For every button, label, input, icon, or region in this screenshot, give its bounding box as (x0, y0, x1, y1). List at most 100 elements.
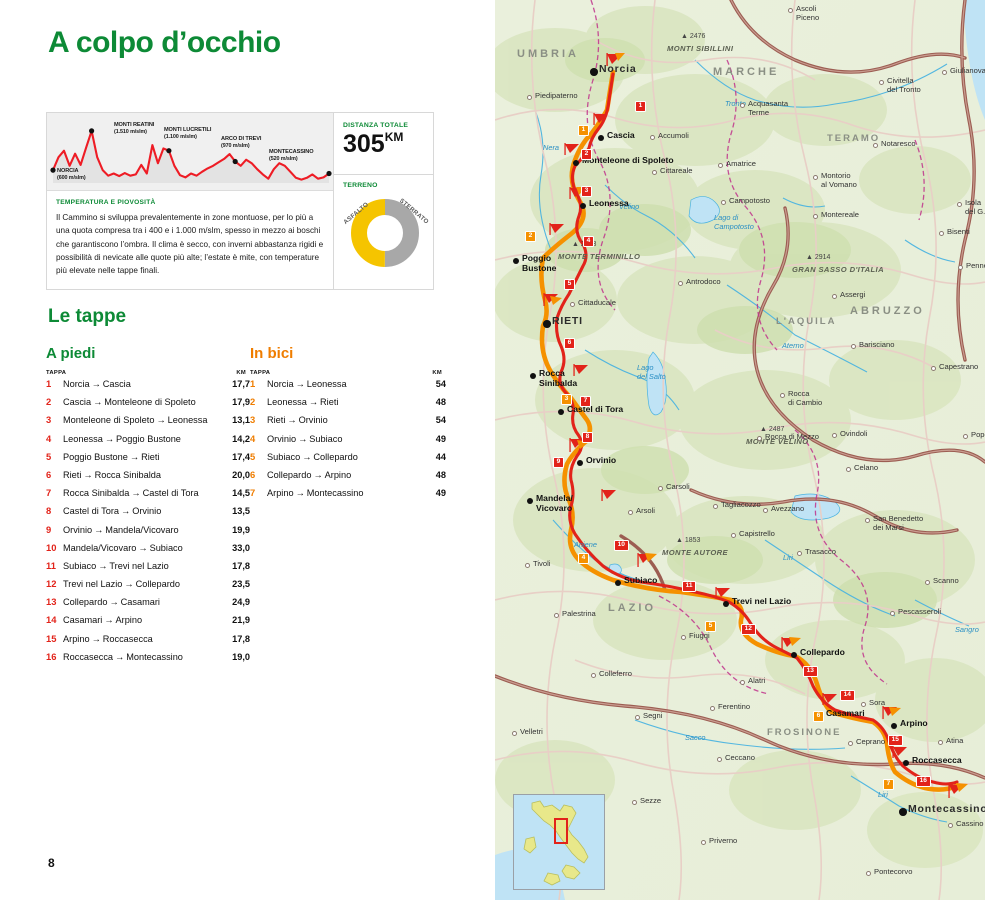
walking-route-line (554, 72, 959, 786)
table-row[interactable]: 1 Norcia → Cascia 17,7 (46, 379, 250, 397)
direction-flag-icon (945, 782, 969, 804)
table-row[interactable]: 13 Collepardo → Casamari 24,9 (46, 597, 250, 615)
arrow-icon: → (124, 579, 134, 590)
map-stage-badge-bici[interactable]: 7 (883, 779, 894, 790)
table-row[interactable]: 9 Orvinio → Mandela/Vicovaro 19,9 (46, 524, 250, 543)
map-stop-dot[interactable] (723, 601, 729, 607)
peak-label-arco-di-trevi: ARCO DI TREVI (970 m/slm) (221, 136, 261, 150)
map-stage-badge-piedi[interactable]: 2 (581, 149, 592, 160)
map-stage-badge-bici[interactable]: 3 (561, 394, 572, 405)
stage-number: 15 (46, 632, 57, 644)
map-stop-dot[interactable] (891, 723, 897, 729)
piedi-rows: 1 Norcia → Cascia 17,7 2 Cascia → Monteleone di … (46, 379, 250, 670)
map-stage-badge-piedi[interactable]: 5 (564, 279, 575, 290)
map-stop-dot[interactable] (615, 580, 621, 586)
map-stage-badge-piedi[interactable]: 3 (581, 186, 592, 197)
stage-number: 5 (46, 450, 52, 462)
stage-name: Cascia → Monteleone di Spoleto (63, 397, 196, 408)
map-stop-dot[interactable] (513, 258, 519, 264)
map-stage-badge-bici[interactable]: 2 (525, 231, 536, 242)
bici-subhead: TAPPA KM (250, 370, 446, 376)
map-stop-dot[interactable] (573, 160, 579, 166)
stage-name: Rocca Sinibalda → Castel di Tora (63, 488, 199, 499)
map-stop-dot[interactable] (590, 68, 598, 76)
table-row[interactable]: 4 Leonessa → Poggio Bustone 14,2 (46, 433, 250, 452)
map-stage-badge-piedi[interactable]: 10 (614, 540, 629, 551)
map-stop-dot[interactable] (598, 135, 604, 141)
table-row[interactable]: 2 Cascia → Monteleone di Spoleto 17,9 (46, 397, 250, 415)
table-row[interactable]: 6 Rieti → Rocca Sinibalda 20,0 (46, 470, 250, 488)
table-row[interactable]: 16 Roccasecca → Montecassino 19,0 (46, 651, 250, 670)
table-row[interactable]: 2 Leonessa → Rieti 48 (250, 397, 446, 415)
table-row[interactable]: 7 Rocca Sinibalda → Castel di Tora 14,5 (46, 488, 250, 506)
italy-inset-svg (514, 795, 604, 889)
stage-name: Arpino → Montecassino (267, 488, 364, 499)
map-stop-dot[interactable] (577, 460, 583, 466)
map-stop-dot[interactable] (580, 203, 586, 209)
map-stage-badge-piedi[interactable]: 7 (580, 396, 591, 407)
table-row[interactable]: 3 Rieti → Orvinio 54 (250, 415, 446, 433)
map-stop-dot[interactable] (527, 498, 533, 504)
map-town-dot (797, 551, 802, 556)
map-town-dot (635, 715, 640, 720)
table-row[interactable]: 3 Monteleone di Spoleto → Leonessa 13,1 (46, 415, 250, 433)
map-stop-dot[interactable] (558, 409, 564, 415)
map-stage-badge-piedi[interactable]: 8 (582, 432, 593, 443)
table-row[interactable]: 6 Collepardo → Arpino 48 (250, 470, 446, 488)
map-stage-badge-bici[interactable]: 6 (813, 711, 824, 722)
peak-label-norcia: NORCIA (600 m/slm) (57, 168, 86, 182)
table-row[interactable]: 15 Arpino → Roccasecca 17,8 (46, 632, 250, 652)
direction-flag-icon (890, 745, 910, 765)
stage-name: Roccasecca → Montecassino (63, 651, 183, 662)
piedi-subhead: TAPPA KM (46, 370, 250, 376)
map-stop-dot[interactable] (903, 760, 909, 766)
map-stage-badge-piedi[interactable]: 13 (803, 666, 818, 677)
map-stage-badge-piedi[interactable]: 12 (741, 624, 756, 635)
table-row[interactable]: 1 Norcia → Leonessa 54 (250, 379, 446, 397)
table-row[interactable]: 8 Castel di Tora → Orvinio 13,5 (46, 506, 250, 524)
stage-km: 19,0 (232, 651, 250, 662)
map-town-dot (925, 580, 930, 585)
map-panel[interactable]: UMBRIA MARCHE TERAMO ABRUZZO L'AQUILA LAZIO FR… (495, 0, 985, 900)
map-stage-badge-piedi[interactable]: 11 (682, 581, 697, 592)
stage-number: 6 (46, 468, 52, 480)
arrow-icon: → (313, 469, 323, 480)
peak-name: MONTECASSINO (269, 149, 314, 155)
stage-name: Norcia → Leonessa (267, 379, 347, 389)
stage-name: Monteleone di Spoleto → Leonessa (63, 415, 208, 426)
bici-rows: 1 Norcia → Leonessa 54 2 Leonessa → Rieti 48 3 Riet… (250, 379, 446, 506)
map-stage-badge-piedi[interactable]: 16 (916, 776, 931, 787)
table-row[interactable]: 7 Arpino → Montecassino 49 (250, 488, 446, 506)
bici-col-tappa: TAPPA (250, 370, 271, 376)
map-stage-badge-piedi[interactable]: 6 (564, 338, 575, 349)
map-stage-badge-bici[interactable]: 4 (578, 553, 589, 564)
table-row[interactable]: 12 Trevi nel Lazio → Collepardo 23,5 (46, 579, 250, 597)
map-stage-badge-bici[interactable]: 5 (705, 621, 716, 632)
map-stop-dot[interactable] (530, 373, 536, 379)
map-stop-dot[interactable] (899, 808, 907, 816)
map-stop-dot[interactable] (543, 320, 551, 328)
italy-inset-map (513, 794, 605, 890)
map-stage-badge-piedi[interactable]: 15 (888, 735, 903, 746)
elevation-profile-chart: NORCIA (600 m/slm) MONTI REATINI (1.510 … (47, 113, 333, 191)
table-row[interactable]: 11 Subiaco → Trevi nel Lazio 17,8 (46, 560, 250, 579)
direction-flag-icon (591, 112, 611, 132)
temperature-block: TEMPERATURA E PIOVOSITÀ Il Cammino si sv… (47, 191, 333, 289)
arrow-icon: → (121, 506, 131, 517)
map-stage-badge-piedi[interactable]: 4 (583, 236, 594, 247)
map-stage-badge-piedi[interactable]: 9 (553, 457, 564, 468)
stage-km: 13,1 (232, 415, 250, 426)
map-town-dot (628, 510, 633, 515)
map-stage-badge-piedi[interactable]: 14 (840, 690, 855, 701)
table-row[interactable]: 10 Mandela/Vicovaro → Subiaco 33,0 (46, 542, 250, 561)
table-row[interactable]: 14 Casamari → Arpino 21,9 (46, 615, 250, 633)
map-stop-dot[interactable] (791, 652, 797, 658)
map-town-dot (813, 175, 818, 180)
stage-number: 5 (250, 450, 256, 462)
piedi-col-tappa: TAPPA (46, 370, 67, 376)
table-row[interactable]: 4 Orvinio → Subiaco 49 (250, 433, 446, 452)
map-stage-badge-bici[interactable]: 1 (578, 125, 589, 136)
table-row[interactable]: 5 Subiaco → Collepardo 44 (250, 450, 446, 470)
table-row[interactable]: 5 Poggio Bustone → Rieti 17,4 (46, 450, 250, 470)
map-stage-badge-piedi[interactable]: 1 (635, 101, 646, 112)
